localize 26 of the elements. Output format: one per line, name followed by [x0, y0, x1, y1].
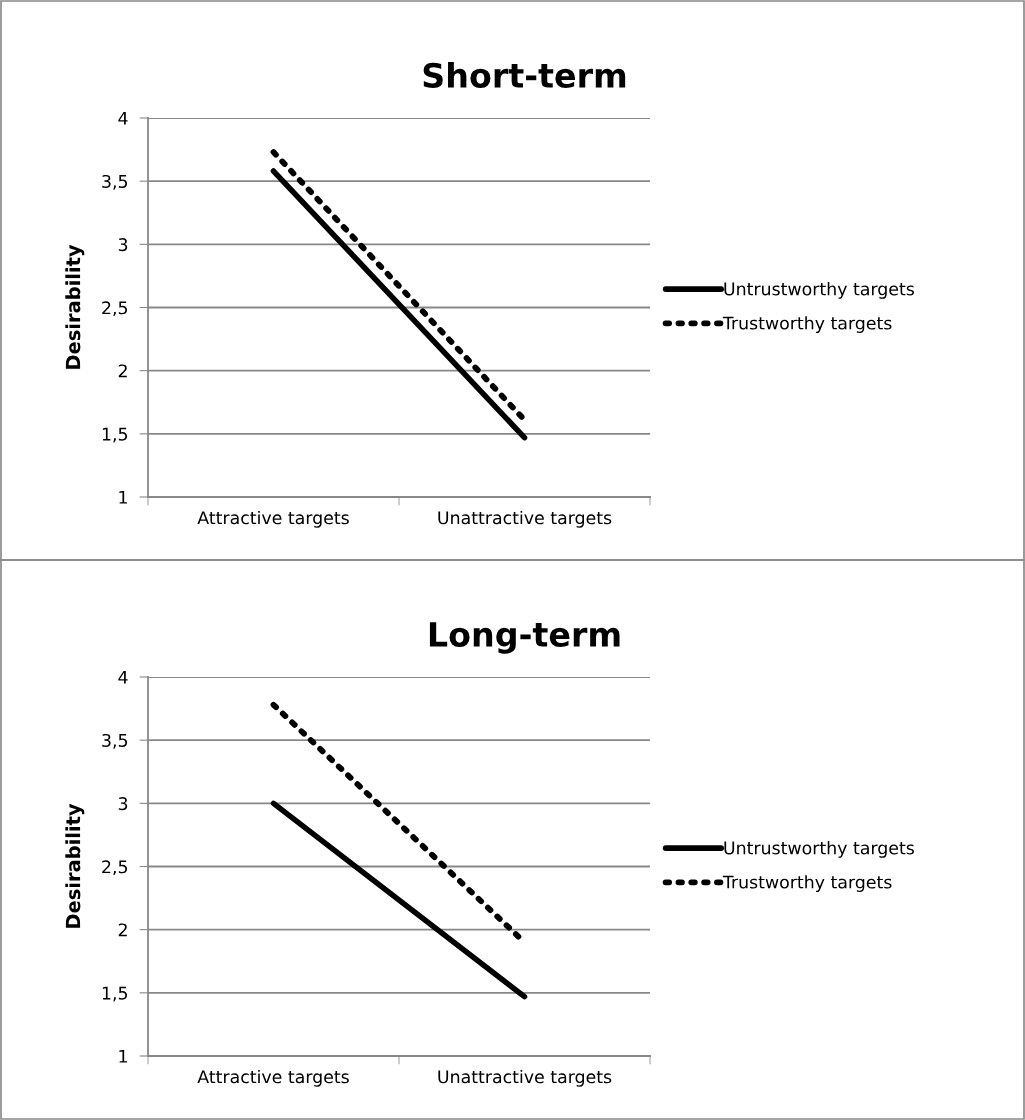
y-tick-label: 2	[118, 364, 127, 378]
legend-label: Untrustworthy targets	[724, 282, 914, 299]
legend-label: Trustworthy targets	[722, 875, 892, 892]
chart-title: Short-term	[423, 62, 626, 88]
y-tick-label: 1	[119, 1049, 127, 1063]
y-tick-label: 4	[118, 111, 128, 125]
y-tick-label: 1,5	[102, 986, 128, 1002]
x-tick-label: Attractive targets	[197, 1069, 349, 1087]
y-tick-label: 2	[118, 923, 127, 937]
y-tick-label: 3	[118, 238, 128, 252]
y-tick-label: 4	[118, 670, 128, 684]
legend-label: Untrustworthy targets	[724, 841, 914, 858]
y-axis-title: Desirability	[65, 803, 85, 928]
legend-label: Trustworthy targets	[722, 316, 892, 333]
y-axis-title: Desirability	[65, 244, 85, 369]
x-tick-label: Attractive targets	[197, 510, 349, 528]
y-tick-label: 3	[118, 797, 128, 811]
y-tick-label: 1	[119, 490, 127, 504]
x-tick-label: Unattractive targets	[438, 510, 612, 528]
y-tick-label: 1,5	[102, 427, 128, 443]
y-tick-label: 2,5	[102, 301, 128, 317]
chart-title: Long-term	[429, 622, 620, 654]
x-tick-label: Unattractive targets	[438, 1069, 612, 1087]
y-tick-label: 3,5	[102, 733, 128, 749]
y-tick-label: 2,5	[102, 860, 128, 876]
y-tick-label: 3,5	[102, 174, 128, 190]
